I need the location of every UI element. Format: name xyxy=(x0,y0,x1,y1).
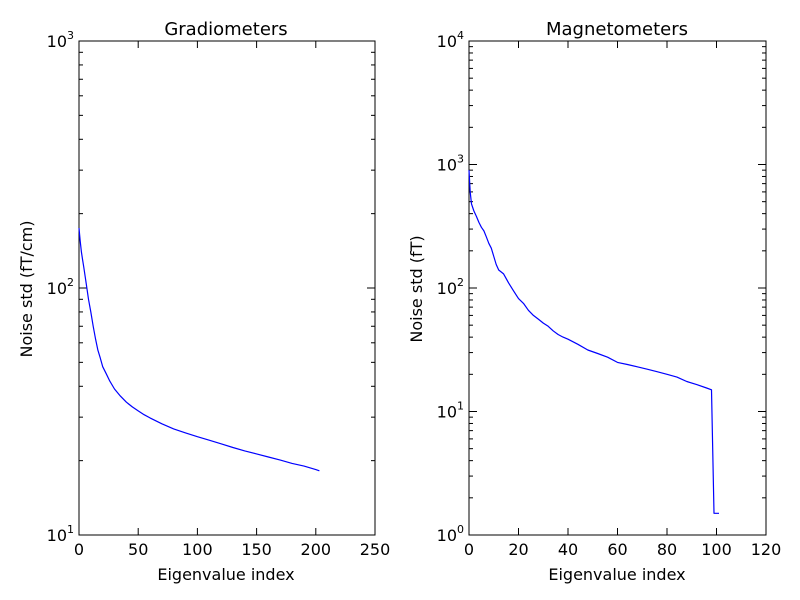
y-tick-label: 102 xyxy=(47,276,74,298)
y-axis-label: Noise std (fT/cm) xyxy=(17,221,36,358)
y-tick-label: 101 xyxy=(437,400,464,422)
x-tick-label: 100 xyxy=(701,540,732,559)
y-tick-label: 104 xyxy=(437,29,464,51)
y-axis-label: Noise std (fT) xyxy=(407,235,426,342)
magnetometers-panel: Magnetometers Eigenvalue index Noise std… xyxy=(407,19,781,584)
x-tick-label: 120 xyxy=(751,540,782,559)
y-tick-label: 100 xyxy=(437,523,464,545)
x-tick-label: 80 xyxy=(657,540,677,559)
x-tick-label: 50 xyxy=(128,540,148,559)
panel-title: Gradiometers xyxy=(164,19,287,40)
x-tick-label: 100 xyxy=(182,540,213,559)
y-tick-label: 101 xyxy=(47,523,74,545)
gradiometers-panel: Gradiometers Eigenvalue index Noise std … xyxy=(17,19,390,584)
x-tick-label: 150 xyxy=(241,540,272,559)
series-line xyxy=(468,170,719,514)
x-tick-label: 0 xyxy=(74,540,84,559)
x-axis-label: Eigenvalue index xyxy=(157,565,294,584)
x-axis-label: Eigenvalue index xyxy=(548,565,685,584)
x-tick-label: 0 xyxy=(464,540,474,559)
x-tick-label: 250 xyxy=(360,540,391,559)
panel-title: Magnetometers xyxy=(546,19,688,40)
y-tick-label: 102 xyxy=(437,276,464,298)
series-line xyxy=(78,227,320,472)
x-tick-label: 40 xyxy=(558,540,578,559)
x-tick-label: 200 xyxy=(301,540,332,559)
x-tick-label: 20 xyxy=(508,540,528,559)
x-tick-label: 60 xyxy=(607,540,627,559)
y-tick-label: 103 xyxy=(47,29,74,51)
y-tick-label: 103 xyxy=(437,153,464,175)
